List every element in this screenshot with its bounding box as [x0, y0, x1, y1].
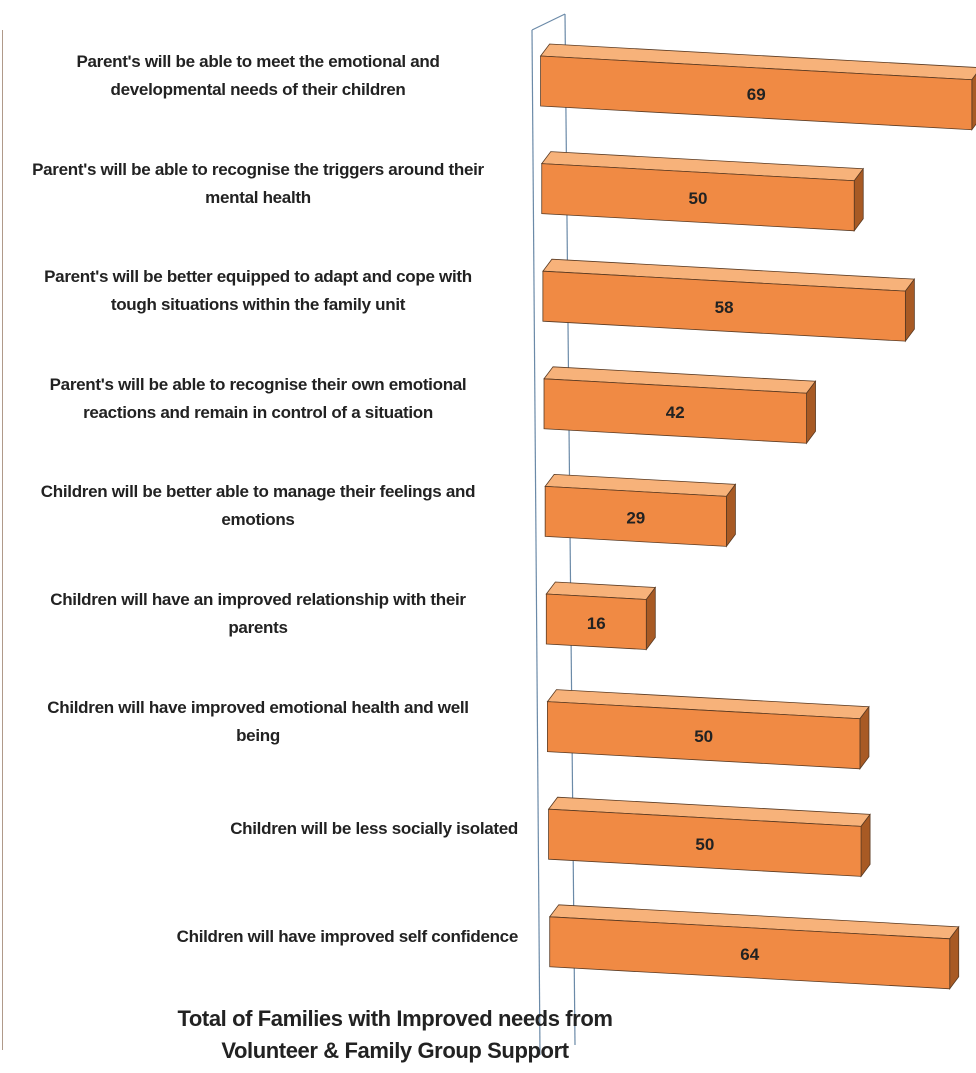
- category-label-4-line-1: Parent's will be able to recognise their…: [49, 374, 467, 394]
- axis-front-line: [531, 29, 541, 1056]
- bar-9: [548, 904, 960, 990]
- category-label-5: Children will be better able to manage t…: [0, 478, 518, 534]
- data-label-6: 16: [587, 614, 606, 633]
- category-label-2: Parent's will be able to recognise the t…: [0, 156, 518, 212]
- axis-top-line: [531, 13, 566, 31]
- chart-title-line-2: Volunteer & Family Group Support: [221, 1038, 569, 1063]
- bar-3: [542, 258, 916, 343]
- bar-5: [544, 473, 737, 548]
- category-label-2-line-1: Parent's will be able to recognise the t…: [32, 159, 484, 179]
- category-label-9-line-1: Children will have improved self confide…: [176, 926, 519, 946]
- category-label-3-line-1: Parent's will be better equipped to adap…: [44, 267, 472, 287]
- page-edge-rule: [2, 30, 3, 1050]
- data-label-9: 64: [740, 945, 759, 964]
- category-label-6-line-2: parents: [228, 618, 288, 637]
- bar-7: [546, 689, 870, 770]
- data-label-1: 69: [747, 85, 766, 104]
- bar-6: [545, 581, 657, 651]
- bar-front-face: [544, 485, 727, 547]
- category-label-1-line-2: developmental needs of their children: [110, 80, 406, 99]
- category-label-3: Parent's will be better equipped to adap…: [0, 263, 518, 319]
- bar-front-face: [547, 701, 861, 770]
- bar-4: [543, 366, 817, 445]
- category-label-8-line-1: Children will be less socially isolated: [230, 819, 518, 839]
- bar-8: [547, 796, 871, 878]
- category-label-7: Children will have improved emotional he…: [0, 694, 518, 750]
- bar-front-face: [548, 808, 862, 877]
- bar-1: [539, 43, 976, 131]
- chart-title-line-1: Total of Families with Improved needs fr…: [177, 1006, 613, 1031]
- data-label-5: 29: [626, 508, 645, 527]
- category-label-4: Parent's will be able to recognise their…: [0, 371, 518, 427]
- category-label-9: Children will have improved self confide…: [0, 923, 519, 951]
- category-label-3-line-2: tough situations within the family unit: [110, 295, 406, 315]
- category-label-7-line-1: Children will have improved emotional he…: [47, 697, 469, 717]
- bar-front-face: [542, 270, 906, 342]
- bar-front-face: [545, 593, 647, 650]
- bar-2: [540, 151, 865, 232]
- bar-front-face: [543, 378, 807, 444]
- bar-front-face: [549, 916, 951, 990]
- data-label-7: 50: [694, 727, 713, 746]
- data-label-2: 50: [689, 189, 708, 208]
- bar-front-face: [540, 55, 973, 131]
- category-label-7-line-2: being: [236, 725, 280, 745]
- category-label-4-line-2: reactions and remain in control of a sit…: [83, 402, 433, 422]
- chart-title: Total of Families with Improved needs fr…: [100, 1003, 690, 1067]
- category-label-6-line-1: Children will have an improved relations…: [50, 590, 466, 609]
- category-label-8: Children will be less socially isolated: [0, 815, 518, 843]
- category-label-5-line-1: Children will be better able to manage t…: [40, 482, 476, 502]
- category-label-1: Parent's will be able to meet the emotio…: [0, 48, 518, 104]
- category-label-5-line-2: emotions: [221, 510, 295, 530]
- category-label-2-line-2: mental health: [205, 187, 311, 207]
- data-label-4: 42: [666, 403, 685, 422]
- bar-front-face: [541, 163, 855, 232]
- data-label-8: 50: [695, 835, 714, 854]
- category-label-6: Children will have an improved relations…: [0, 586, 518, 642]
- category-label-1-line-1: Parent's will be able to meet the emotio…: [76, 52, 440, 71]
- data-label-3: 58: [715, 298, 734, 317]
